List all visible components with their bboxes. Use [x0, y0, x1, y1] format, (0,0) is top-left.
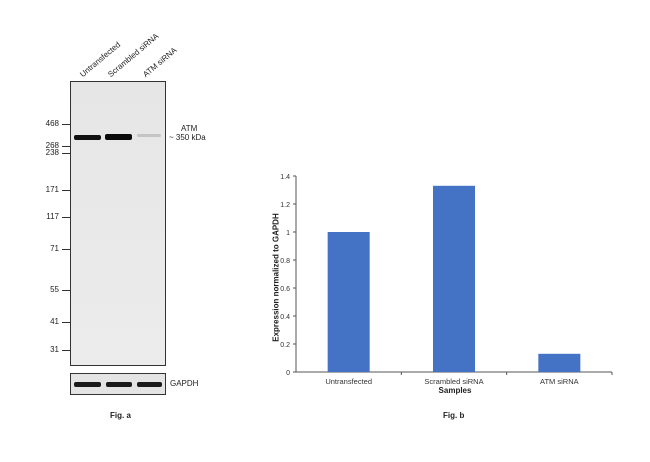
- marker-tick: [62, 146, 70, 147]
- y-tick-label: 1.4: [280, 174, 290, 181]
- marker-238: 238: [45, 148, 59, 157]
- marker-tick: [62, 153, 70, 154]
- x-axis-label: Samples: [438, 386, 472, 395]
- target-name: ATM: [181, 124, 198, 133]
- marker-tick: [62, 124, 70, 125]
- marker-tick: [62, 190, 70, 191]
- y-axis-label: Expression normalized to GAPDH: [271, 213, 281, 342]
- x-tick-label: ATM siRNA: [540, 377, 579, 386]
- y-tick-label: 1: [286, 230, 290, 237]
- y-tick-label: 0.4: [280, 314, 290, 321]
- gapdh-band-lane-1: [74, 382, 101, 387]
- marker-117: 117: [46, 212, 59, 221]
- marker-tick: [62, 322, 70, 323]
- fig-a-label: Fig. a: [110, 411, 131, 420]
- marker-268: 268: [45, 141, 59, 150]
- x-tick-label: Scrambled siRNA: [424, 377, 483, 386]
- marker-171: 171: [45, 185, 59, 194]
- atm-band-lane-1: [74, 135, 101, 140]
- marker-tick: [62, 290, 70, 291]
- x-tick-label: Untransfected: [325, 377, 372, 386]
- marker-tick: [62, 217, 70, 218]
- gapdh-band-lane-2: [106, 382, 132, 387]
- atm-band-lane-2: [105, 134, 132, 140]
- bar-1: [327, 232, 370, 372]
- marker-31: 31: [50, 345, 59, 354]
- marker-71: 71: [50, 244, 59, 253]
- y-tick-label: 0: [286, 370, 290, 377]
- bar-3: [538, 353, 581, 372]
- marker-55: 55: [50, 285, 59, 294]
- marker-tick: [62, 350, 70, 351]
- bar-2: [433, 185, 475, 372]
- target-size: ~ 350 kDa: [169, 133, 206, 142]
- y-tick-label: 1.2: [280, 202, 290, 209]
- blot-membrane: [70, 81, 166, 366]
- fig-b-label: Fig. b: [443, 411, 465, 420]
- gapdh-band-lane-3: [137, 382, 162, 387]
- y-tick-label: 0.8: [280, 258, 290, 265]
- y-tick-label: 0.2: [280, 342, 290, 349]
- atm-band-lane-3: [137, 134, 161, 137]
- gapdh-strip: [70, 373, 166, 395]
- marker-tick: [62, 249, 70, 250]
- marker-468: 468: [45, 119, 59, 128]
- y-tick-label: 0.6: [280, 286, 290, 293]
- marker-41: 41: [50, 317, 59, 326]
- western-blot-panel: Untransfected Scrambled siRNA ATM siRNA …: [0, 0, 230, 430]
- loading-control-label: GAPDH: [170, 379, 199, 388]
